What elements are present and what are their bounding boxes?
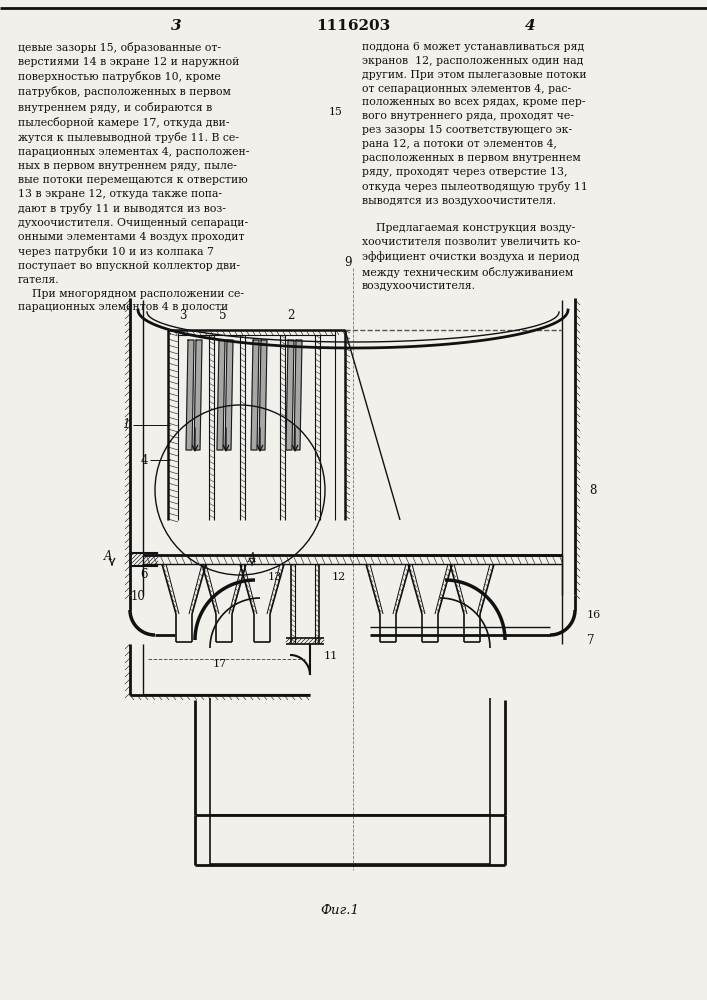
Text: 8: 8 xyxy=(589,484,597,496)
Text: 2: 2 xyxy=(287,309,295,322)
Polygon shape xyxy=(294,340,302,450)
Text: 1: 1 xyxy=(122,418,130,432)
Text: 9: 9 xyxy=(344,256,352,269)
Polygon shape xyxy=(286,340,294,450)
Text: 7: 7 xyxy=(587,634,595,647)
Text: цевые зазоры 15, образованные от-
верстиями 14 в экране 12 и наружной
поверхност: цевые зазоры 15, образованные от- версти… xyxy=(18,42,250,312)
Text: 5: 5 xyxy=(219,309,227,322)
Text: 12: 12 xyxy=(332,572,346,582)
Text: 15: 15 xyxy=(329,107,343,117)
Polygon shape xyxy=(259,340,267,450)
Polygon shape xyxy=(186,340,194,450)
Text: 1116203: 1116203 xyxy=(316,19,390,33)
Text: 4: 4 xyxy=(141,454,148,466)
Polygon shape xyxy=(194,340,202,450)
Text: 17: 17 xyxy=(213,659,227,669)
Text: 3: 3 xyxy=(180,309,187,322)
Text: 4: 4 xyxy=(525,19,535,33)
Text: поддона 6 может устанавливаться ряд
экранов  12, расположенных один над
другим. : поддона 6 может устанавливаться ряд экра… xyxy=(362,42,588,291)
Polygon shape xyxy=(251,340,259,450)
Text: 10: 10 xyxy=(131,590,146,603)
Text: 6: 6 xyxy=(141,568,148,582)
Text: 11: 11 xyxy=(324,651,338,661)
Text: 16: 16 xyxy=(587,610,601,620)
Text: 3: 3 xyxy=(170,19,181,33)
Text: Фиг.1: Фиг.1 xyxy=(320,904,359,916)
Text: 13: 13 xyxy=(268,572,282,582)
Polygon shape xyxy=(225,340,233,450)
Text: A: A xyxy=(103,550,112,564)
Polygon shape xyxy=(217,340,225,450)
Text: A: A xyxy=(247,552,256,564)
